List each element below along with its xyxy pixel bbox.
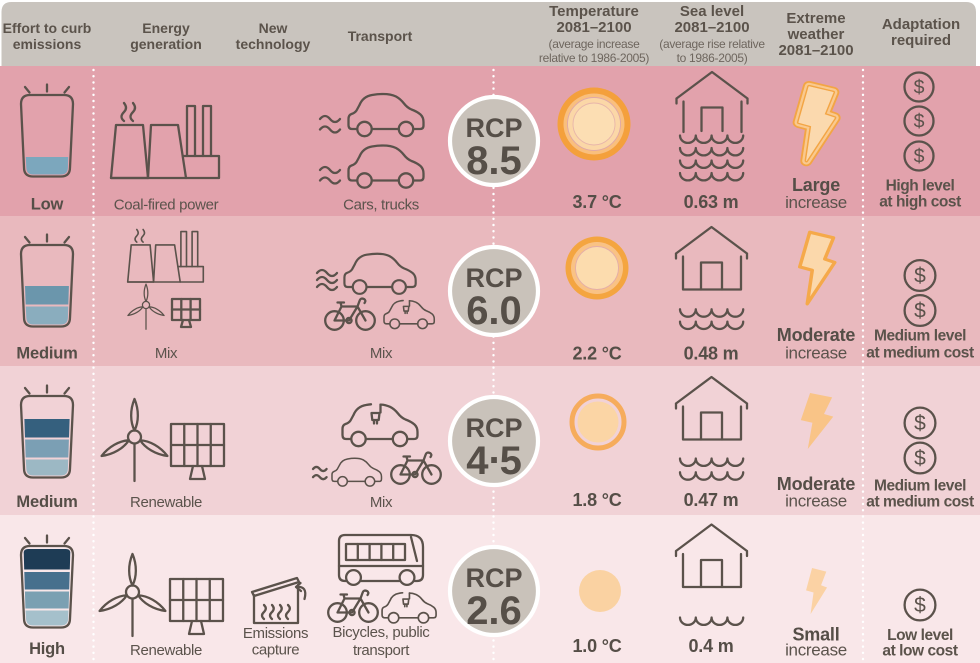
- svg-text:Moderate: Moderate: [777, 325, 856, 345]
- svg-text:High: High: [29, 640, 65, 658]
- svg-text:2081–2100: 2081–2100: [556, 19, 631, 36]
- svg-text:increase: increase: [785, 641, 847, 660]
- svg-text:relative to 1986-2005): relative to 1986-2005): [539, 51, 649, 65]
- svg-text:Bicycles, public: Bicycles, public: [333, 624, 431, 641]
- svg-text:New: New: [259, 20, 288, 36]
- svg-text:RCP: RCP: [465, 413, 522, 443]
- svg-text:Extreme: Extreme: [786, 10, 845, 27]
- svg-text:2.6: 2.6: [466, 589, 522, 633]
- svg-text:transport: transport: [353, 642, 410, 659]
- svg-text:Transport: Transport: [348, 28, 413, 44]
- svg-text:Renewable: Renewable: [130, 494, 202, 511]
- svg-text:emissions: emissions: [13, 36, 82, 52]
- svg-text:Low: Low: [31, 196, 64, 214]
- svg-text:weather: weather: [787, 26, 845, 43]
- svg-text:Emissions: Emissions: [243, 625, 308, 642]
- svg-text:Medium level: Medium level: [874, 328, 966, 345]
- svg-text:at low cost: at low cost: [882, 643, 957, 660]
- svg-text:Adaptation: Adaptation: [882, 16, 960, 33]
- svg-text:Low level: Low level: [887, 627, 953, 644]
- svg-text:Large: Large: [792, 175, 840, 195]
- svg-text:Energy: Energy: [142, 20, 190, 36]
- svg-text:8.5: 8.5: [466, 139, 522, 183]
- svg-text:Temperature: Temperature: [549, 3, 639, 20]
- svg-text:0.63 m: 0.63 m: [684, 192, 739, 212]
- svg-text:1.0 °C: 1.0 °C: [572, 636, 621, 656]
- svg-text:High level: High level: [886, 178, 955, 195]
- svg-text:increase: increase: [785, 492, 847, 511]
- svg-text:RCP: RCP: [465, 263, 522, 293]
- svg-text:2081–2100: 2081–2100: [674, 19, 749, 36]
- svg-text:RCP: RCP: [465, 563, 522, 593]
- svg-text:increase: increase: [785, 193, 847, 212]
- svg-text:0.4 m: 0.4 m: [688, 636, 733, 656]
- svg-text:required: required: [891, 32, 951, 49]
- svg-text:(average rise relative: (average rise relative: [659, 37, 765, 51]
- svg-text:Mix: Mix: [155, 345, 178, 362]
- svg-text:2.2 °C: 2.2 °C: [572, 344, 621, 364]
- svg-text:Mix: Mix: [370, 494, 393, 511]
- svg-text:0.47 m: 0.47 m: [684, 490, 739, 510]
- svg-text:technology: technology: [236, 36, 311, 52]
- svg-text:Small: Small: [792, 625, 839, 645]
- svg-text:Medium: Medium: [16, 493, 77, 511]
- svg-text:generation: generation: [130, 36, 202, 52]
- svg-text:Medium: Medium: [16, 345, 77, 363]
- svg-text:Medium level: Medium level: [874, 478, 966, 495]
- svg-text:at medium cost: at medium cost: [866, 494, 974, 511]
- svg-text:Coal-fired power: Coal-fired power: [114, 197, 219, 214]
- svg-text:1.8 °C: 1.8 °C: [572, 490, 621, 510]
- svg-text:RCP: RCP: [465, 113, 522, 143]
- svg-text:capture: capture: [252, 642, 300, 659]
- svg-text:Cars, trucks: Cars, trucks: [343, 197, 419, 214]
- svg-text:0.48 m: 0.48 m: [684, 344, 739, 364]
- svg-text:at high cost: at high cost: [879, 194, 961, 211]
- svg-text:to 1986-2005): to 1986-2005): [677, 51, 748, 65]
- svg-text:Moderate: Moderate: [777, 474, 856, 494]
- svg-text:3.7 °C: 3.7 °C: [572, 192, 621, 212]
- svg-text:(average increase: (average increase: [549, 37, 641, 51]
- svg-text:Sea level: Sea level: [680, 3, 744, 20]
- svg-text:Renewable: Renewable: [130, 642, 202, 659]
- svg-text:2081–2100: 2081–2100: [778, 42, 853, 59]
- svg-text:increase: increase: [785, 344, 847, 363]
- svg-text:6.0: 6.0: [466, 289, 522, 333]
- svg-text:at medium cost: at medium cost: [866, 345, 974, 362]
- svg-text:Mix: Mix: [370, 345, 393, 362]
- svg-text:Effort to curb: Effort to curb: [3, 20, 92, 36]
